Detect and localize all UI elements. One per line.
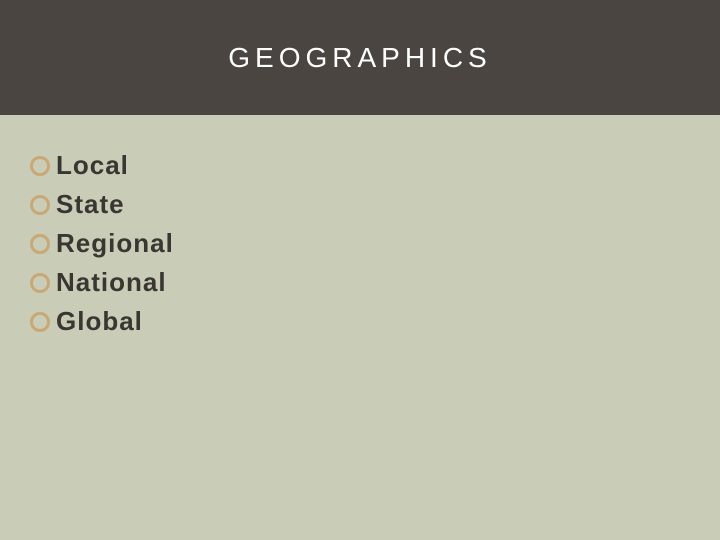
list-item: State bbox=[30, 189, 690, 220]
circle-bullet-icon bbox=[30, 195, 50, 215]
circle-bullet-icon bbox=[30, 234, 50, 254]
header-bar: GEOGRAPHICS bbox=[0, 0, 720, 115]
list-item: Global bbox=[30, 306, 690, 337]
list-item: Local bbox=[30, 150, 690, 181]
list-item: National bbox=[30, 267, 690, 298]
bullet-label: State bbox=[56, 189, 125, 220]
circle-bullet-icon bbox=[30, 312, 50, 332]
slide-title: GEOGRAPHICS bbox=[228, 42, 491, 74]
bullet-label: Local bbox=[56, 150, 129, 181]
list-item: Regional bbox=[30, 228, 690, 259]
circle-bullet-icon bbox=[30, 156, 50, 176]
bullet-label: Regional bbox=[56, 228, 174, 259]
bullet-label: Global bbox=[56, 306, 143, 337]
content-area: Local State Regional National Global bbox=[0, 115, 720, 380]
bullet-label: National bbox=[56, 267, 167, 298]
circle-bullet-icon bbox=[30, 273, 50, 293]
